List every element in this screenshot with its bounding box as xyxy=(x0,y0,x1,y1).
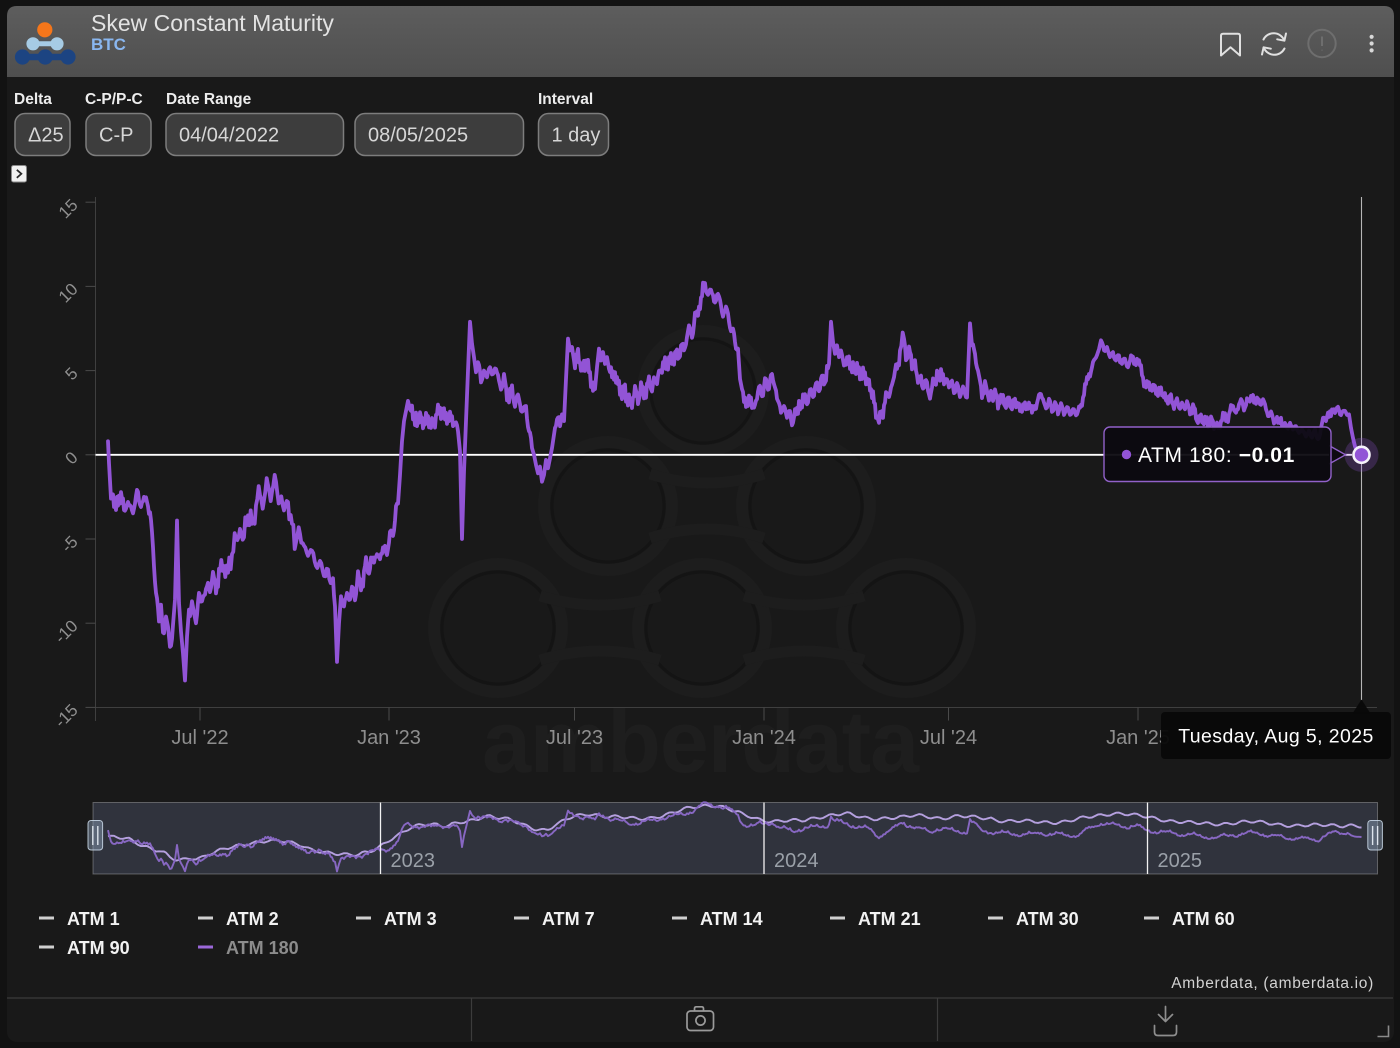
svg-text:2024: 2024 xyxy=(774,850,819,872)
svg-text:ATM 180: −0.01: ATM 180: −0.01 xyxy=(1138,444,1295,467)
svg-text:2023: 2023 xyxy=(391,850,436,872)
svg-text:1 day: 1 day xyxy=(552,125,601,147)
svg-text:C-P/P-C: C-P/P-C xyxy=(85,91,143,108)
svg-text:04/04/2022: 04/04/2022 xyxy=(179,125,279,147)
svg-text:Jul '24: Jul '24 xyxy=(920,727,977,749)
svg-text:Jan '23: Jan '23 xyxy=(357,727,421,749)
svg-text:2025: 2025 xyxy=(1158,850,1203,872)
svg-text:ATM 1: ATM 1 xyxy=(67,909,120,929)
svg-text:ATM 7: ATM 7 xyxy=(542,909,595,929)
svg-text:Jul '22: Jul '22 xyxy=(171,727,228,749)
svg-text:Jan '24: Jan '24 xyxy=(732,727,796,749)
svg-text:amberdata: amberdata xyxy=(482,692,920,791)
svg-text:Tuesday, Aug 5, 2025: Tuesday, Aug 5, 2025 xyxy=(1178,726,1374,748)
svg-text:ATM 14: ATM 14 xyxy=(700,909,763,929)
svg-text:Jan '25: Jan '25 xyxy=(1106,727,1170,749)
svg-text:Date Range: Date Range xyxy=(166,91,252,108)
svg-text:08/05/2025: 08/05/2025 xyxy=(368,125,468,147)
svg-text:BTC: BTC xyxy=(91,35,126,54)
svg-text:Delta: Delta xyxy=(14,91,52,108)
svg-text:ATM 60: ATM 60 xyxy=(1172,909,1235,929)
svg-text:ATM 2: ATM 2 xyxy=(226,909,279,929)
svg-text:C-P: C-P xyxy=(99,125,133,147)
svg-text:Amberdata, (amberdata.io): Amberdata, (amberdata.io) xyxy=(1171,975,1374,992)
svg-text:Δ25: Δ25 xyxy=(28,125,64,147)
svg-text:ATM 30: ATM 30 xyxy=(1016,909,1079,929)
svg-text:Jul '23: Jul '23 xyxy=(546,727,603,749)
svg-text:Interval: Interval xyxy=(538,91,593,108)
svg-text:Skew Constant Maturity: Skew Constant Maturity xyxy=(91,10,334,36)
svg-text:ATM 21: ATM 21 xyxy=(858,909,921,929)
svg-text:ATM 90: ATM 90 xyxy=(67,938,130,958)
svg-text:ATM 180: ATM 180 xyxy=(226,938,299,958)
svg-text:ATM 3: ATM 3 xyxy=(384,909,437,929)
